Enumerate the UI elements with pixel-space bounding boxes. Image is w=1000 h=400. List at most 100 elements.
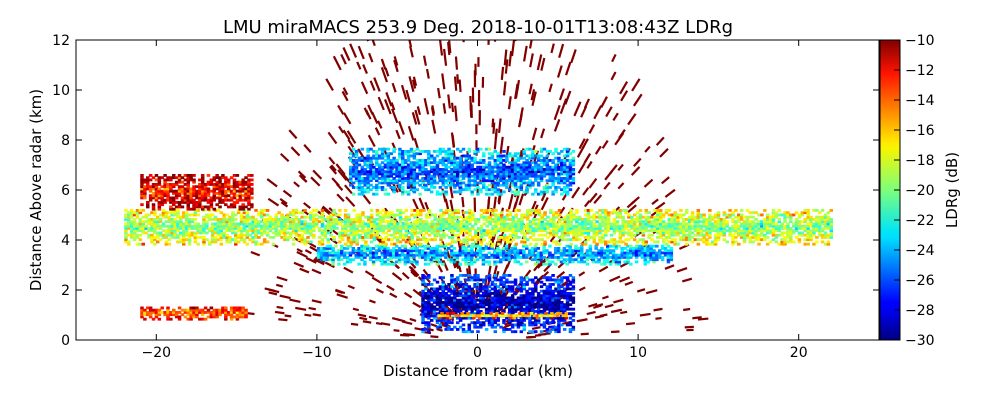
echo-cell xyxy=(676,220,680,224)
echo-cell xyxy=(475,251,480,255)
echo-cell xyxy=(429,310,434,313)
echo-cell xyxy=(456,209,461,212)
echo-cell xyxy=(612,211,617,215)
echo-cell xyxy=(516,303,521,307)
echo-cell xyxy=(260,209,264,212)
echo-cell xyxy=(545,249,549,253)
echo-cell xyxy=(708,242,712,246)
echo-cell xyxy=(557,229,562,233)
echo-cell xyxy=(526,211,530,215)
echo-cell xyxy=(548,253,552,257)
echo-cell xyxy=(713,220,718,224)
echo-cell xyxy=(669,256,674,259)
echo-cell xyxy=(491,231,495,235)
echo-cell xyxy=(378,236,383,239)
echo-cell xyxy=(429,253,434,257)
echo-cell xyxy=(641,220,646,224)
echo-cell xyxy=(673,233,677,237)
echo-cell xyxy=(530,253,535,257)
echo-cell xyxy=(435,325,440,329)
echo-cell xyxy=(297,222,302,226)
echo-cell xyxy=(181,224,186,228)
echo-cell xyxy=(467,249,471,253)
echo-cell xyxy=(505,301,509,304)
echo-cell xyxy=(737,220,741,224)
echo-cell xyxy=(467,305,472,309)
echo-cell xyxy=(222,218,226,221)
echo-cell xyxy=(127,211,131,215)
echo-cell xyxy=(403,256,408,259)
echo-cell xyxy=(774,215,779,219)
noise-echo xyxy=(311,299,322,304)
echo-cell xyxy=(433,218,437,221)
echo-cell xyxy=(711,242,715,246)
echo-cell xyxy=(502,220,507,224)
echo-cell xyxy=(265,213,270,217)
echo-cell xyxy=(377,163,382,167)
echo-cell xyxy=(372,192,376,196)
echo-cell xyxy=(656,240,660,244)
echo-cell xyxy=(679,227,683,230)
echo-cell xyxy=(682,224,686,228)
echo-cell xyxy=(369,231,374,235)
echo-cell xyxy=(455,283,460,286)
echo-cell xyxy=(322,256,327,259)
echo-cell xyxy=(450,274,454,277)
echo-cell xyxy=(283,231,287,235)
echo-cell xyxy=(605,256,610,259)
echo-cell xyxy=(806,236,810,239)
echo-cell xyxy=(447,303,451,307)
echo-cell xyxy=(424,321,428,325)
echo-cell xyxy=(496,323,500,327)
echo-cell xyxy=(552,229,556,233)
echo-cell xyxy=(372,222,377,226)
echo-cell xyxy=(502,280,506,284)
echo-cell xyxy=(135,222,140,226)
echo-cell xyxy=(274,218,278,221)
echo-cell xyxy=(219,236,224,239)
echo-cell xyxy=(495,312,499,315)
echo-cell xyxy=(419,213,423,217)
echo-cell xyxy=(155,227,160,230)
echo-cell xyxy=(660,247,665,250)
echo-cell xyxy=(742,220,747,224)
echo-cell xyxy=(461,305,466,309)
echo-cell xyxy=(653,220,657,224)
echo-cell xyxy=(493,294,498,298)
echo-cell xyxy=(393,224,397,228)
echo-cell xyxy=(551,310,555,313)
echo-cell xyxy=(499,287,503,291)
echo-cell xyxy=(421,310,425,313)
echo-cell xyxy=(617,262,622,266)
echo-cell xyxy=(303,231,307,235)
echo-cell xyxy=(228,238,232,242)
echo-cell xyxy=(455,278,460,282)
echo-cell xyxy=(621,229,625,233)
echo-cell xyxy=(340,253,344,257)
noise-echo xyxy=(389,292,398,299)
echo-cell xyxy=(571,314,576,318)
echo-cell xyxy=(725,224,729,228)
echo-cell xyxy=(328,251,332,255)
echo-cell xyxy=(386,152,391,156)
echo-cell xyxy=(527,253,532,257)
echo-cell xyxy=(424,328,428,331)
noise-echo xyxy=(639,312,651,317)
echo-cell xyxy=(676,227,680,230)
echo-cell xyxy=(539,256,543,259)
echo-cell xyxy=(528,229,533,233)
echo-cell xyxy=(763,209,767,212)
echo-cell xyxy=(251,220,255,224)
echo-cell xyxy=(722,211,727,215)
echo-cell xyxy=(236,236,241,239)
echo-cell xyxy=(823,218,828,221)
echo-cell xyxy=(461,253,465,257)
echo-cell xyxy=(401,227,406,230)
echo-cell xyxy=(150,229,154,233)
echo-cell xyxy=(429,319,434,322)
echo-cell xyxy=(568,283,573,286)
echo-cell xyxy=(413,233,417,237)
echo-cell xyxy=(319,253,324,257)
echo-cell xyxy=(124,213,128,217)
echo-cell xyxy=(274,224,278,228)
